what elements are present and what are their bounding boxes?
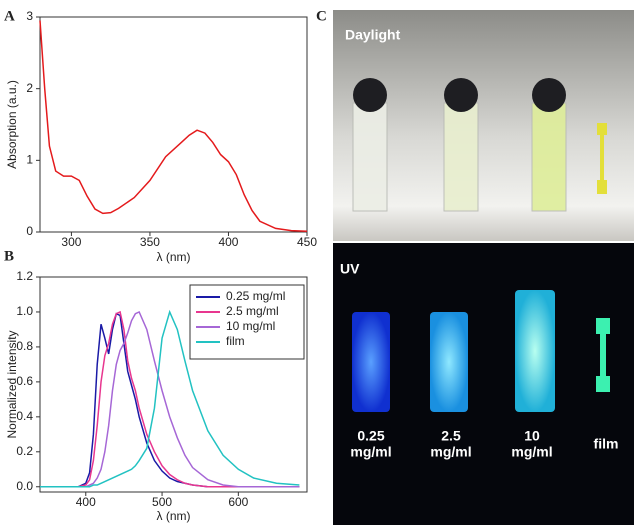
data-line bbox=[40, 310, 300, 488]
plot-frame bbox=[39, 276, 308, 493]
sample-label: mg/ml bbox=[350, 444, 391, 460]
y-tick-label: 0 bbox=[26, 224, 33, 238]
uv-label: UV bbox=[340, 261, 360, 277]
chart: B 400 500 600 0.0 0.2 0.4 0.6 0.8 1.0 1.2 λ (nm) Nor… bbox=[4, 248, 308, 523]
sample-label: 10 bbox=[524, 428, 540, 444]
sample-label: 0.25 bbox=[357, 428, 384, 444]
y-tick-label: 1.2 bbox=[16, 269, 33, 283]
uv-vials bbox=[352, 290, 610, 412]
y-tick-label: 0.2 bbox=[16, 444, 33, 458]
y-tick-label: 1.0 bbox=[16, 304, 33, 318]
legend-label: 2.5 mg/ml bbox=[226, 304, 279, 318]
x-tick-label: 400 bbox=[218, 235, 238, 249]
chart: A 300 350 400 450 0 1 2 3 λ (nm) Absorption (a.u.) bbox=[4, 8, 317, 264]
panel-label: B bbox=[4, 248, 14, 264]
legend-label: 0.25 mg/ml bbox=[226, 289, 285, 303]
y-tick-label: 3 bbox=[26, 9, 33, 23]
y-tick-label: 0.6 bbox=[16, 374, 33, 388]
sample-label: mg/ml bbox=[511, 444, 552, 460]
y-tick-label: 0.4 bbox=[16, 409, 33, 423]
y-tick-label: 0.8 bbox=[16, 339, 33, 353]
legend-label: 10 mg/ml bbox=[226, 319, 275, 333]
sample-label: mg/ml bbox=[430, 444, 471, 460]
x-tick-label: 450 bbox=[297, 235, 317, 249]
daylight-label: Daylight bbox=[345, 27, 401, 43]
x-tick-label: 500 bbox=[152, 495, 172, 509]
x-axis-title: λ (nm) bbox=[157, 250, 191, 264]
y-axis-title: Absorption (a.u.) bbox=[5, 80, 19, 169]
data-line bbox=[40, 310, 300, 488]
data-line bbox=[39, 20, 308, 233]
x-tick-label: 350 bbox=[140, 235, 160, 249]
x-tick-label: 300 bbox=[61, 235, 81, 249]
y-tick-label: 2 bbox=[26, 81, 33, 95]
photo-panel: C Daylight UV 0.25 mg/ml 2.5 mg/ml 10 mg… bbox=[316, 8, 634, 525]
daylight-vials bbox=[352, 78, 607, 212]
x-tick-label: 400 bbox=[76, 495, 96, 509]
sample-label: film bbox=[594, 436, 619, 452]
plot-frame bbox=[39, 16, 308, 233]
sample-label: 2.5 bbox=[441, 428, 461, 444]
y-tick-label: 1 bbox=[26, 153, 33, 167]
panel-label: A bbox=[4, 8, 15, 24]
y-axis-title: Normalized intensity bbox=[5, 330, 19, 438]
data-line bbox=[40, 309, 300, 488]
legend-label: film bbox=[226, 334, 245, 348]
x-axis-title: λ (nm) bbox=[157, 509, 191, 523]
y-tick-label: 0.0 bbox=[16, 479, 33, 493]
x-tick-label: 600 bbox=[228, 495, 248, 509]
panel-label: C bbox=[316, 8, 327, 24]
